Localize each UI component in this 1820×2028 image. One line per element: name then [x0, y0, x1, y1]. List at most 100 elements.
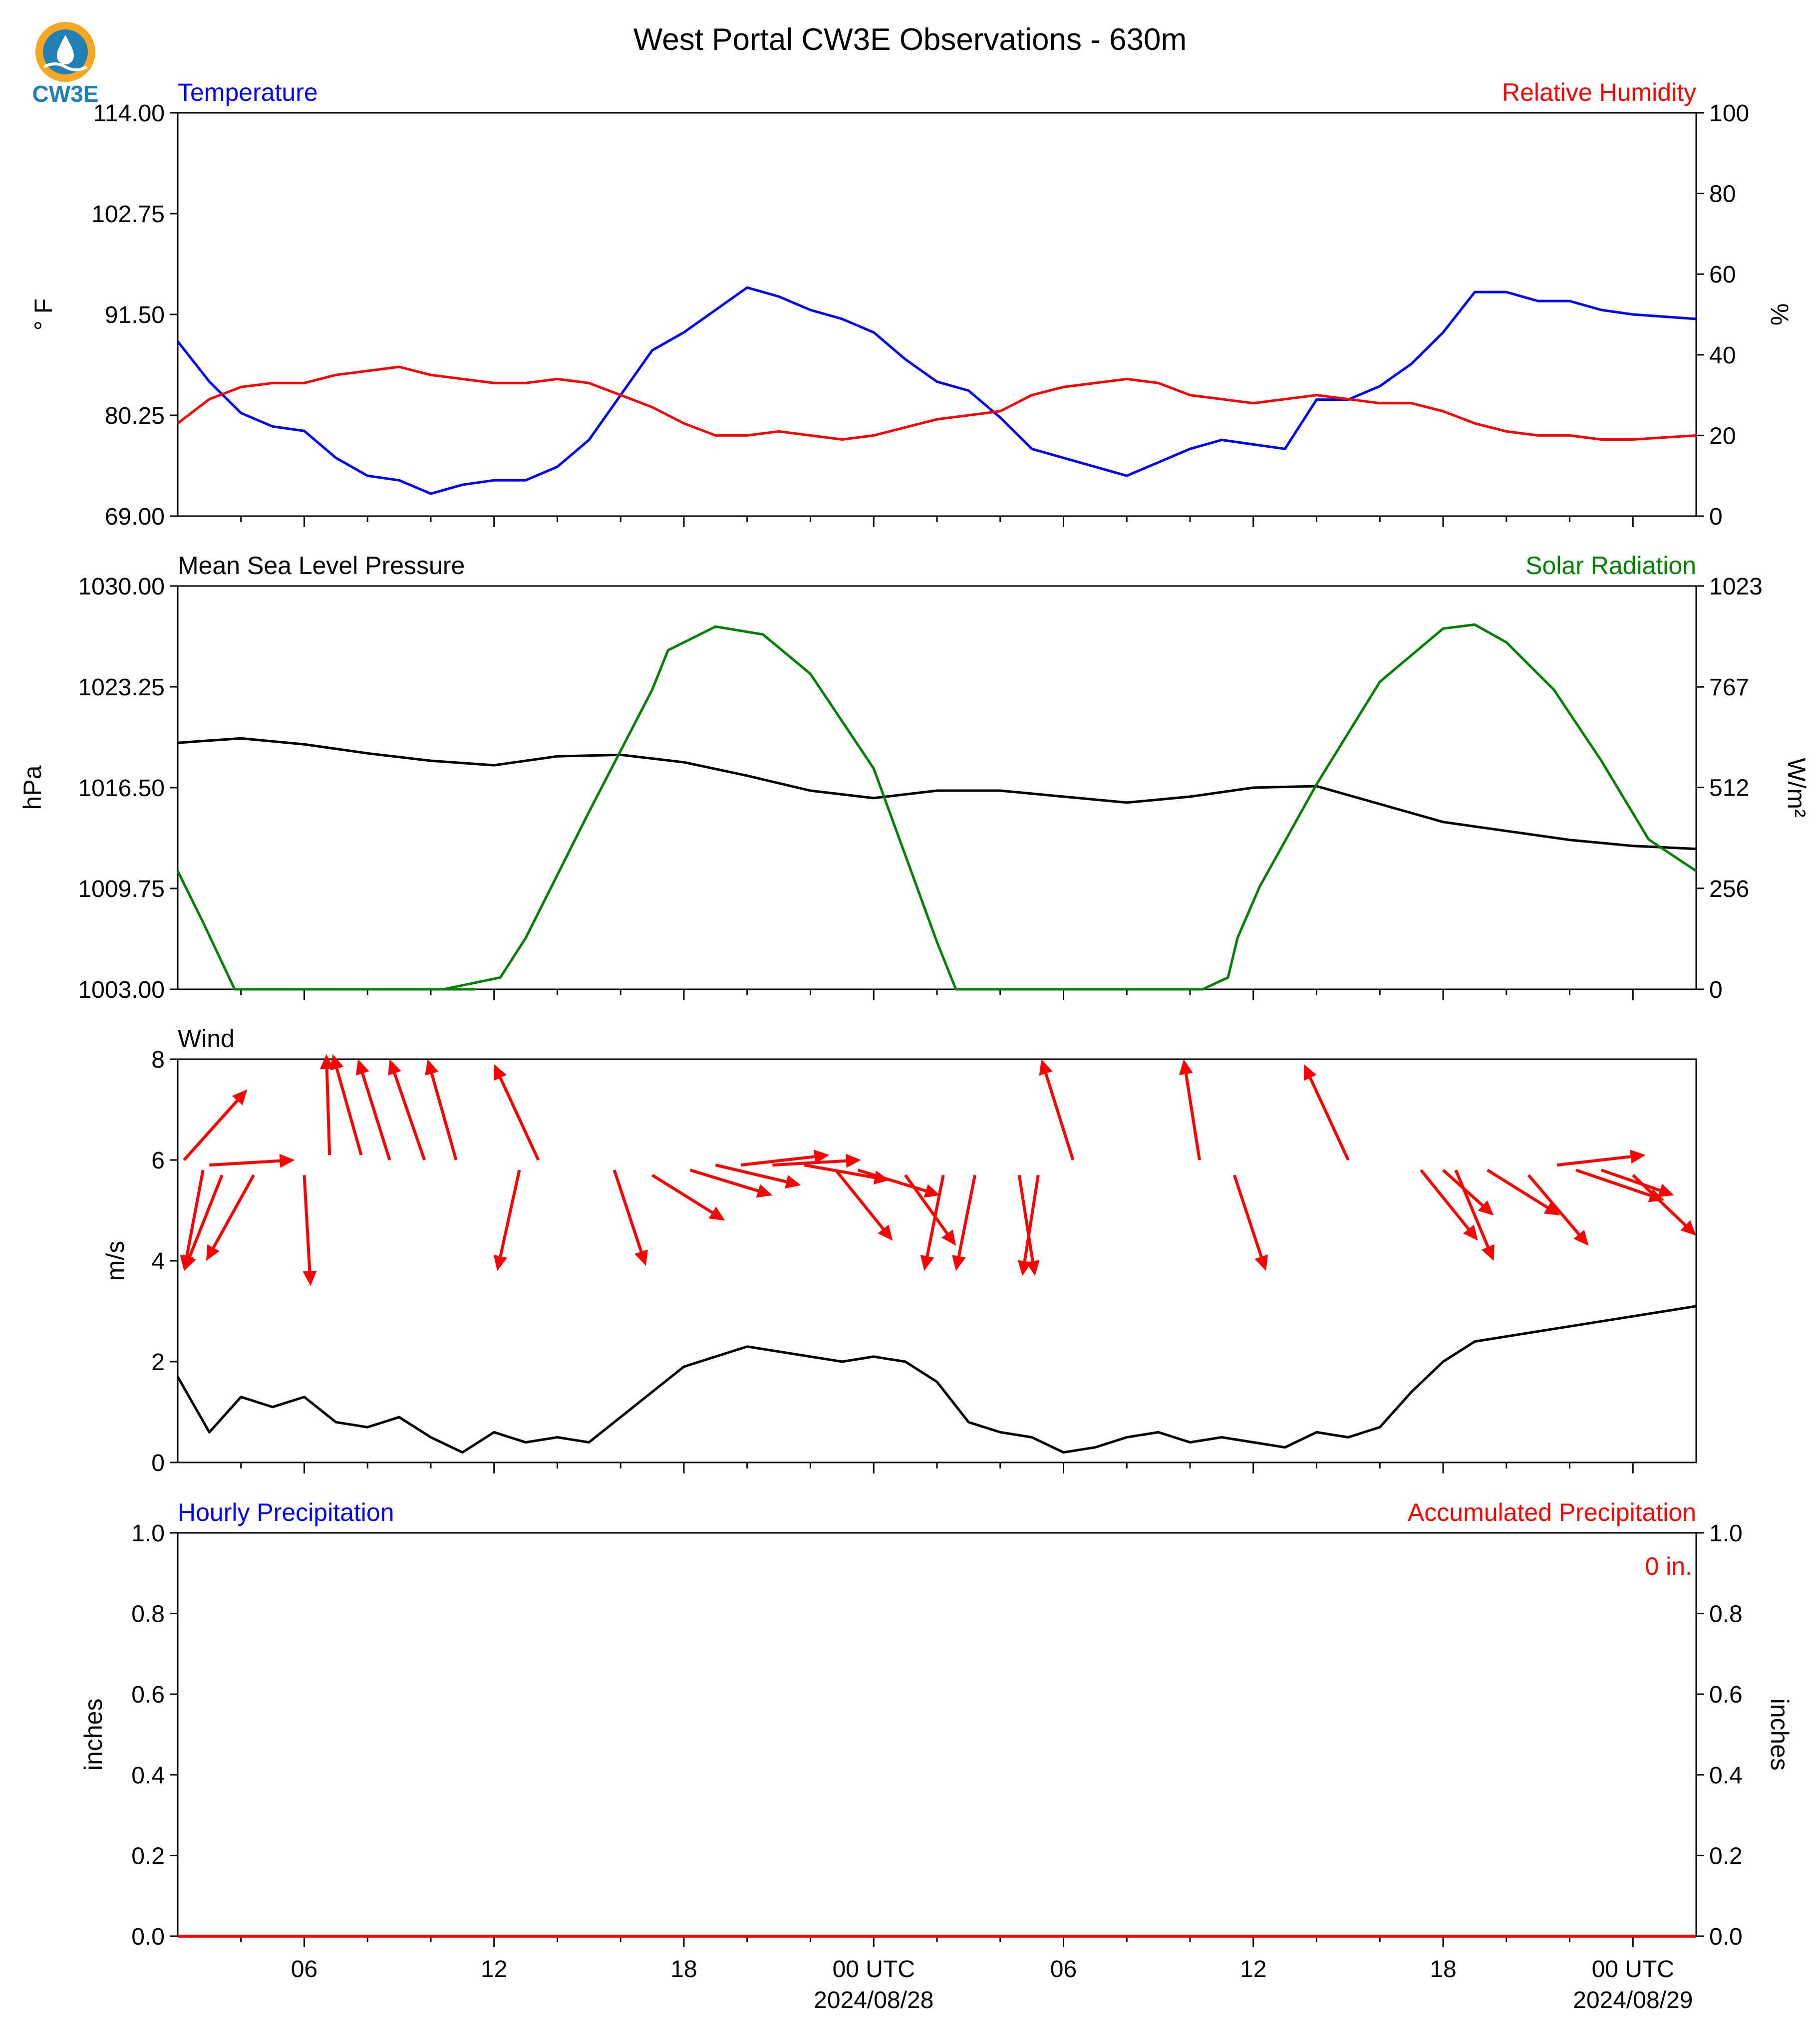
wind-arrow-head [1304, 1064, 1317, 1081]
wind-arrow [1487, 1168, 1560, 1216]
wind-arrow-head [1657, 1183, 1674, 1197]
wind-arrow [920, 1174, 945, 1271]
y-tick-label-right: 0.8 [1709, 1601, 1743, 1628]
x-date-label: 2024/08/28 [814, 1987, 933, 2014]
wind-arrow [1454, 1169, 1495, 1261]
wind-arrow-shaft [715, 1163, 787, 1183]
y-axis-label-right: W/m² [1783, 758, 1811, 817]
wind-arrow [740, 1150, 830, 1167]
wind-arrow-shaft [1023, 1174, 1040, 1262]
wind-arrow-head [1543, 1201, 1560, 1216]
wind-arrow-shaft [1527, 1174, 1580, 1235]
wind-arrow [319, 1054, 334, 1155]
wind-arrow-shaft [1044, 1073, 1075, 1160]
series-line-temperature [177, 286, 1697, 495]
wind-arrow-head [952, 1255, 966, 1271]
wind-arrow [303, 1175, 317, 1286]
wind-arrow-shaft [499, 1077, 540, 1161]
y-tick-label-right: 80 [1709, 181, 1736, 208]
wind-arrow-head [1254, 1254, 1268, 1271]
series-line-solar [176, 623, 1697, 991]
y-tick-label-left: 0.2 [131, 1843, 165, 1869]
wind-arrow-shaft [209, 1159, 280, 1167]
wind-arrow-head [878, 1224, 893, 1241]
wind-arrow-shaft [1575, 1168, 1651, 1197]
y-tick-label-right: 40 [1709, 342, 1736, 369]
wind-arrow [330, 1054, 363, 1156]
wind-arrow-head [846, 1154, 861, 1168]
panel-right-title: Accumulated Precipitation [1408, 1498, 1696, 1526]
y-tick-label-left: 102.75 [91, 201, 165, 228]
x-tick-label: 06 [1050, 1956, 1077, 1983]
wind-arrow-shaft [1185, 1074, 1201, 1160]
panel-right-title: Solar Radiation [1525, 552, 1696, 579]
wind-arrow [952, 1174, 976, 1271]
y-tick-label-left: 0.0 [131, 1924, 165, 1950]
wind-arrow-head [708, 1206, 725, 1221]
wind-arrow-shaft [183, 1099, 239, 1161]
wind-arrow-head [1463, 1224, 1478, 1241]
panel-2: Mean Sea Level Pressure Solar Radiation 10… [18, 552, 1811, 1003]
wind-arrow-shaft [303, 1175, 311, 1271]
wind-arrow-shaft [740, 1155, 815, 1167]
wind-arrow-shaft [499, 1169, 521, 1257]
wind-arrow [206, 1174, 255, 1261]
wind-arrow [209, 1154, 295, 1168]
y-tick-label-left: 1030.00 [78, 574, 165, 600]
y-tick-label-right: 0 [1709, 977, 1723, 1003]
wind-arrow-shaft [612, 1169, 643, 1252]
wind-arrow-head [1573, 1229, 1589, 1246]
wind-arrow-shaft [1309, 1077, 1350, 1161]
wind-arrow-shaft [834, 1169, 885, 1230]
logo-emblem-icon [35, 22, 95, 82]
wind-arrow-shaft [325, 1069, 331, 1155]
y-tick-label-right: 60 [1709, 262, 1736, 288]
wind-arrow [1527, 1174, 1589, 1246]
wind-arrow-shaft [430, 1073, 458, 1160]
x-tick-label: 12 [1240, 1956, 1266, 1983]
wind-arrow-shaft [1600, 1168, 1661, 1192]
y-tick-label-right: 1.0 [1709, 1520, 1743, 1547]
y-tick-label-left: 1016.50 [78, 775, 165, 802]
wind-arrow-shaft [1232, 1174, 1263, 1257]
wind-arrow [493, 1169, 521, 1271]
y-tick-label-left: 2 [151, 1349, 165, 1376]
y-axis-label-left: ° F [29, 298, 57, 330]
wind-arrow [425, 1059, 458, 1160]
y-tick-label-right: 100 [1709, 100, 1749, 127]
panel-1: Temperature Relative Humidity 69.00 80.25 91… [29, 78, 1794, 530]
y-tick-label-right: 20 [1709, 423, 1736, 449]
wind-arrow-shaft [689, 1168, 759, 1192]
wind-arrow-head [785, 1175, 801, 1189]
y-tick-label-right: 512 [1709, 775, 1749, 802]
logo-wave-icon [43, 62, 88, 71]
wind-arrow-head [303, 1270, 317, 1286]
x-tick-label: 00 UTC [833, 1956, 915, 1983]
wind-arrow-shaft [1454, 1169, 1490, 1248]
y-tick-label-right: 0.4 [1709, 1762, 1743, 1789]
wind-arrow-head [941, 1229, 956, 1246]
y-tick-label-left: 91.50 [105, 302, 165, 328]
wind-arrow [494, 1064, 540, 1161]
wind-arrow-shaft [212, 1174, 255, 1249]
y-axis-label-right: inches [1766, 1699, 1794, 1771]
y-tick-label-left: 1009.75 [78, 876, 165, 902]
wind-arrow-head [330, 1054, 344, 1071]
y-axis-label-left: m/s [101, 1241, 129, 1281]
wind-arrow [612, 1169, 648, 1266]
y-tick-label-left: 1003.00 [78, 977, 165, 1003]
series-line-wind_speed [176, 1305, 1697, 1454]
y-tick-label-right: 0.2 [1709, 1843, 1743, 1869]
wind-arrow [1632, 1174, 1696, 1236]
y-axis-label-right: % [1766, 303, 1794, 325]
wind-arrow-head [1630, 1150, 1646, 1164]
y-tick-label-left: 0.8 [131, 1601, 165, 1628]
wind-arrow-shaft [335, 1068, 363, 1156]
wind-arrow-head [279, 1154, 295, 1168]
cw3e-logo: CW3E [32, 22, 98, 107]
wind-arrow-head [1680, 1220, 1696, 1236]
x-tick-label: 06 [291, 1956, 317, 1983]
y-tick-label-left: 4 [151, 1248, 165, 1275]
wind-arrow-shaft [1487, 1168, 1548, 1209]
